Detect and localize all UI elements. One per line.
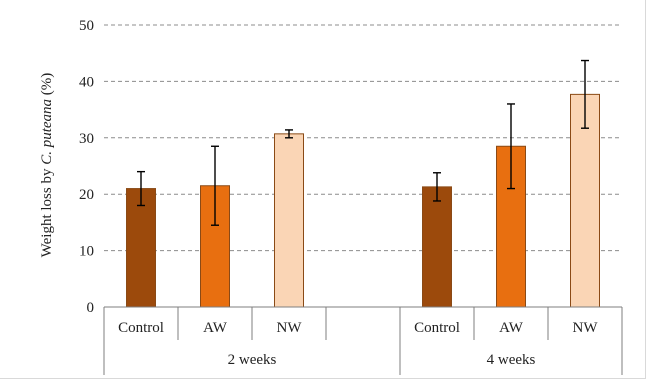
y-tick-label: 40 <box>79 74 94 90</box>
y-axis-title: Weight loss by C. puteana (%) <box>39 73 55 258</box>
x-category-label: NW <box>277 320 303 336</box>
x-category-label: AW <box>499 320 524 336</box>
y-axis-title-suffix: (%) <box>39 73 55 99</box>
x-group-label: 2 weeks <box>228 352 277 368</box>
bar <box>422 186 452 308</box>
y-tick-labels: 0 10 20 30 40 50 <box>79 18 94 316</box>
gridlines <box>104 24 622 252</box>
x-category-label: Control <box>118 320 164 336</box>
y-tick-label: 20 <box>79 187 94 203</box>
bar <box>274 133 304 308</box>
bar <box>570 93 600 308</box>
y-axis-title-species: C. puteana <box>39 99 55 165</box>
bar <box>126 188 156 308</box>
error-bars <box>137 59 589 226</box>
bars <box>126 93 600 308</box>
x-category-label: NW <box>573 320 599 336</box>
x-category-label: AW <box>203 320 228 336</box>
y-axis-title-prefix: Weight loss by <box>39 165 55 258</box>
y-tick-label: 10 <box>79 244 94 260</box>
x-axis: Control AW NW Control AW NW2 weeks 4 weeks <box>103 306 623 375</box>
y-tick-label: 30 <box>79 131 94 147</box>
y-tick-label: 0 <box>87 300 95 316</box>
y-tick-label: 50 <box>79 18 94 34</box>
x-category-label: Control <box>414 320 460 336</box>
x-group-label: 4 weeks <box>487 352 536 368</box>
